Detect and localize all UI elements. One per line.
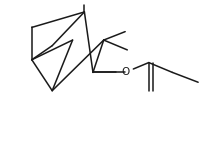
Text: O: O xyxy=(121,67,129,77)
